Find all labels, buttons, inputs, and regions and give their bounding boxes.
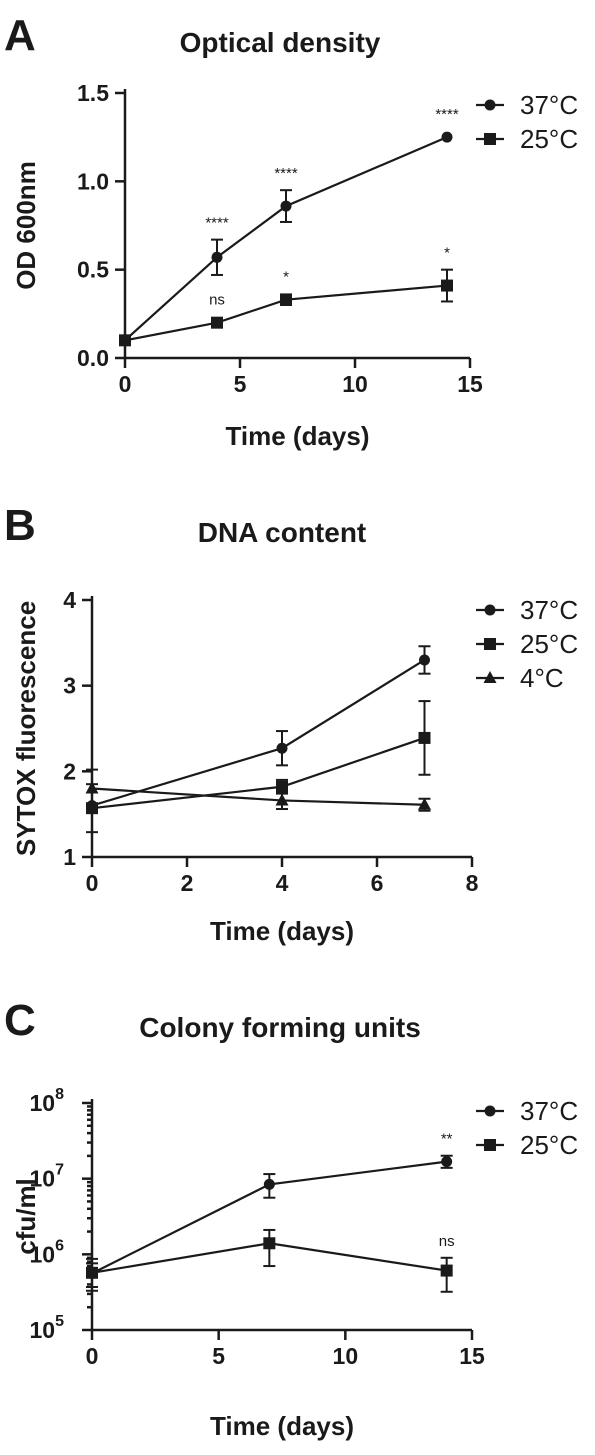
- data-point: [211, 316, 223, 329]
- series-line: [91, 659, 426, 807]
- y-tick-label: 0.0: [77, 345, 109, 371]
- series-circle: ** 37°C: [86, 1096, 578, 1292]
- data-point: [263, 1237, 276, 1250]
- significance-label: ns: [209, 292, 225, 309]
- significance-label: ns: [439, 1233, 455, 1250]
- chart-title: DNA content: [198, 517, 367, 548]
- x-tick-label: 2: [181, 870, 194, 896]
- y-tick-label: 1: [63, 844, 76, 870]
- data-point: [275, 793, 289, 806]
- panel-letter: A: [4, 11, 36, 60]
- significance-label: *: [283, 269, 289, 286]
- legend-marker: [483, 671, 497, 683]
- legend-label: 37°C: [520, 90, 578, 120]
- series-circle: **** **** **** 37°C: [119, 90, 578, 346]
- significance-label: ****: [205, 215, 229, 232]
- panel-a: A Optical density OD 600nm Time (days) 0 5 10 1…: [0, 0, 595, 470]
- data-point: [440, 1264, 453, 1277]
- significance-label: **: [441, 1131, 453, 1148]
- chart-svg: C Colony forming units cfu/ml Time (days) 0 5…: [4, 996, 578, 1441]
- y-axis-label: SYTOX fluorescence: [11, 601, 41, 856]
- x-tick-label: 0: [119, 371, 132, 397]
- significance-label: ****: [274, 165, 298, 182]
- x-tick-label: 5: [234, 371, 247, 397]
- series-square: ns * * 25°C: [119, 124, 578, 347]
- chart-title: Colony forming units: [139, 1012, 421, 1043]
- data-point: [441, 1156, 453, 1168]
- series-line: [124, 284, 448, 342]
- panel-letter: B: [4, 501, 36, 550]
- legend-label: 25°C: [520, 1130, 578, 1160]
- significance-label: *: [444, 245, 450, 262]
- y-tick-label: 108: [30, 1086, 65, 1116]
- panel-b: B DNA content SYTOX fluorescence Time (days…: [0, 490, 595, 960]
- series-square: 25°C: [86, 629, 578, 834]
- x-tick-label: 0: [86, 1343, 99, 1369]
- x-tick-label: 10: [342, 371, 368, 397]
- y-tick-label: 106: [30, 1237, 65, 1267]
- y-tick-label: 105: [30, 1313, 65, 1343]
- y-tick-label: 2: [63, 758, 76, 784]
- data-point: [119, 334, 131, 347]
- data-point: [211, 251, 223, 263]
- significance-label: ****: [435, 106, 459, 123]
- chart-svg: B DNA content SYTOX fluorescence Time (days…: [4, 501, 578, 946]
- data-point: [263, 1178, 275, 1190]
- legend-label: 4°C: [520, 663, 564, 693]
- data-point: [418, 731, 431, 744]
- legend-marker: [484, 604, 496, 616]
- series-square: ns 25°C: [86, 1130, 578, 1293]
- chart-svg: A Optical density OD 600nm Time (days) 0 5 10 1…: [4, 11, 578, 451]
- legend-label: 37°C: [520, 1096, 578, 1126]
- data-point: [276, 780, 288, 793]
- x-tick-label: 4: [276, 870, 289, 896]
- series-line: [91, 736, 425, 810]
- chart-title: Optical density: [180, 27, 381, 58]
- y-axis-label: OD 600nm: [11, 161, 41, 290]
- legend-marker: [484, 638, 496, 650]
- legend-marker: [484, 1105, 496, 1117]
- data-point: [280, 293, 292, 306]
- legend-label: 25°C: [520, 124, 578, 154]
- data-point: [441, 131, 453, 143]
- data-point: [86, 1266, 98, 1279]
- legend-label: 37°C: [520, 595, 578, 625]
- x-axis-label: Time (days): [225, 421, 369, 451]
- legend-label: 25°C: [520, 629, 578, 659]
- panel-c: C Colony forming units cfu/ml Time (days) 0 5…: [0, 985, 595, 1455]
- x-tick-label: 0: [86, 870, 99, 896]
- panel-letter: C: [4, 996, 36, 1045]
- y-tick-label: 107: [30, 1162, 65, 1192]
- y-tick-label: 4: [63, 587, 76, 613]
- legend-marker: [484, 133, 496, 145]
- data-point: [280, 200, 292, 212]
- data-point: [441, 279, 453, 292]
- x-tick-label: 10: [333, 1343, 359, 1369]
- data-point: [276, 742, 288, 754]
- x-tick-label: 5: [212, 1343, 225, 1369]
- data-point: [85, 781, 99, 794]
- y-tick-label: 3: [63, 673, 76, 699]
- y-axis-label: cfu/ml: [11, 1178, 41, 1255]
- x-tick-label: 15: [457, 371, 483, 397]
- series-triangle: 4°C: [85, 663, 564, 812]
- data-point: [418, 797, 431, 810]
- x-tick-label: 15: [459, 1343, 485, 1369]
- x-axis-label: Time (days): [210, 916, 354, 946]
- x-axis-label: Time (days): [210, 1411, 354, 1441]
- y-tick-label: 1.0: [77, 168, 109, 194]
- x-tick-label: 6: [371, 870, 384, 896]
- data-point: [419, 654, 430, 666]
- y-tick-label: 0.5: [77, 257, 109, 283]
- x-tick-label: 8: [466, 870, 479, 896]
- legend-marker: [484, 99, 496, 111]
- legend-marker: [484, 1139, 496, 1151]
- series-circle: 37°C: [86, 595, 578, 812]
- y-tick-label: 1.5: [77, 80, 109, 106]
- series-line: [124, 136, 448, 342]
